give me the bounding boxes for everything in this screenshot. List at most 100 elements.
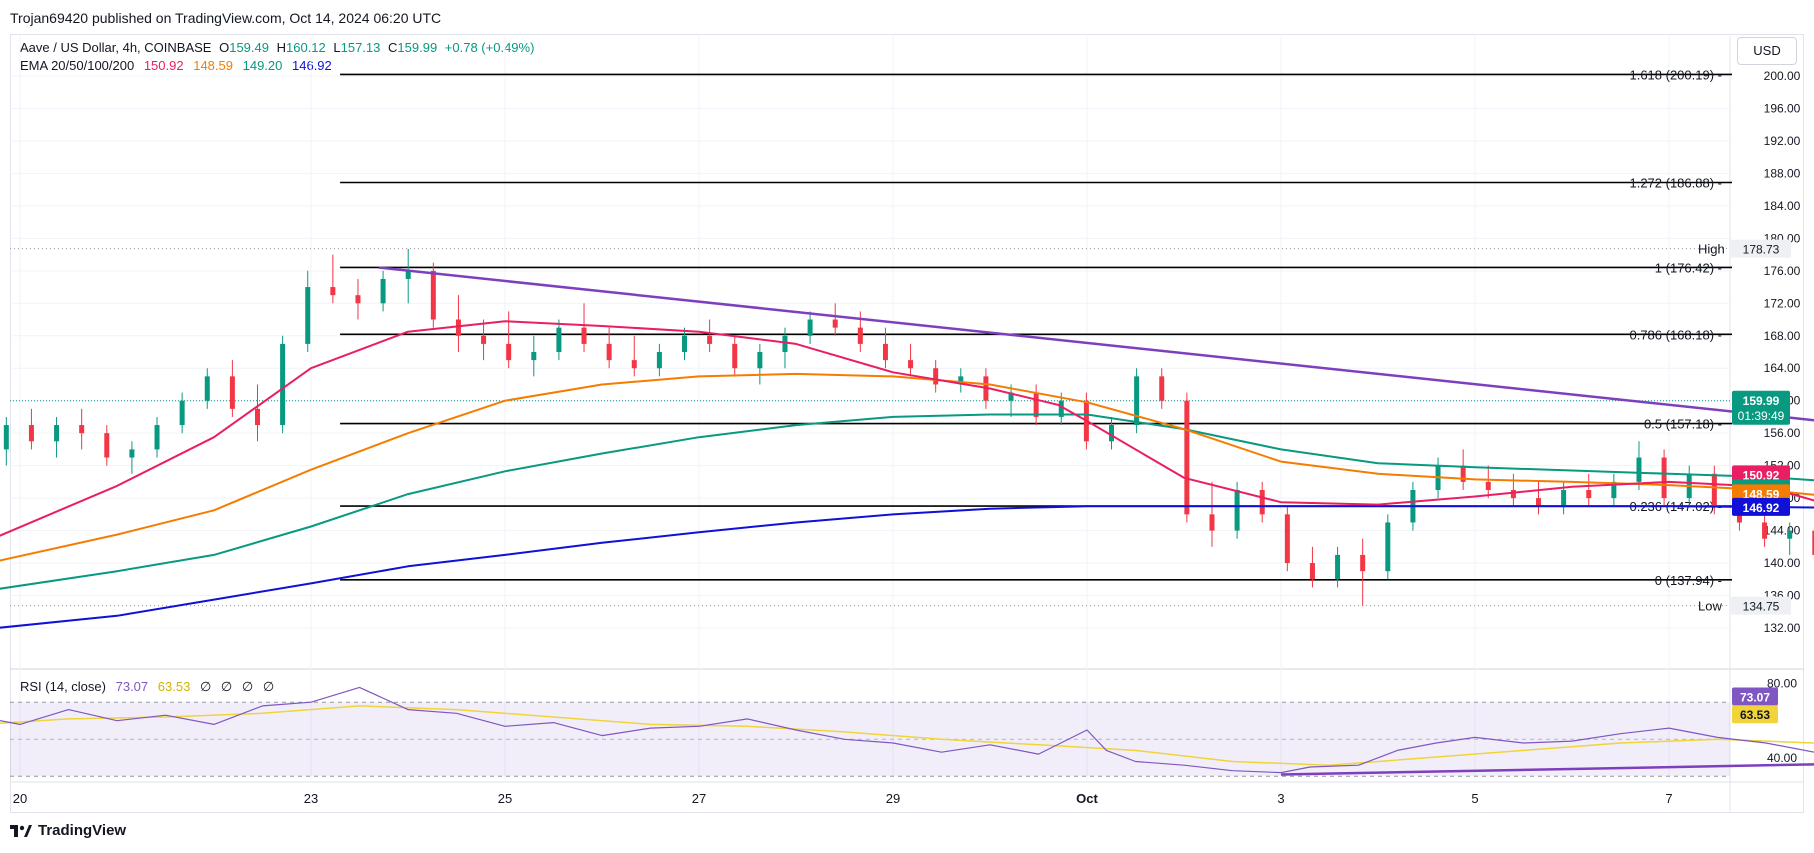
candle-body (1360, 554, 1366, 572)
rsi-value: 73.07 (115, 679, 149, 694)
low-label: Low (1698, 599, 1722, 614)
candle-body (1611, 481, 1617, 499)
y-tick-label: 156.00 (1764, 426, 1801, 440)
candle-body (958, 376, 964, 385)
candle-body (606, 343, 612, 361)
close-value: 159.99 (397, 40, 438, 55)
candle-body (908, 360, 914, 369)
candle-body (531, 352, 537, 361)
rsi-extra-3: ∅ (241, 679, 254, 694)
ema200-line (0, 505, 1814, 629)
candle-body (229, 376, 235, 409)
candle-body (556, 327, 562, 352)
candle-body (1812, 530, 1814, 555)
rsi-ma-badge (1732, 705, 1778, 724)
candle-body (1510, 490, 1516, 499)
rsi-badge (1732, 687, 1778, 706)
low-badge (1731, 596, 1791, 615)
tradingview-logo[interactable]: TradingView (10, 822, 126, 839)
rsi-extra-2: ∅ (220, 679, 233, 694)
candle-body (933, 368, 939, 385)
ema200-badge-text: 146.92 (1743, 501, 1780, 515)
rsi-ma-badge-text: 63.53 (1740, 708, 1770, 722)
rsi-line (0, 686, 1814, 774)
high-value: 160.12 (286, 40, 326, 55)
x-tick-label: 23 (304, 791, 318, 806)
candle-body (1184, 400, 1190, 515)
candle-body (380, 278, 386, 304)
change-value: +0.78 (+0.49%) (444, 40, 535, 55)
y-tick-label: 132.00 (1764, 621, 1801, 635)
candle-body (1636, 457, 1642, 482)
ema50-line (0, 372, 1814, 562)
candle-body (1109, 425, 1115, 442)
x-tick-label: 5 (1471, 791, 1478, 806)
candle-body (1159, 376, 1165, 401)
rsi-y-tick-label: 80.00 (1767, 677, 1797, 691)
candle-body (832, 319, 838, 328)
candle-body (1284, 514, 1290, 564)
rsi-label[interactable]: RSI (14, close) (20, 679, 106, 694)
fib-level-label: 0 (137.94) - (1655, 573, 1722, 588)
rsi-legend: RSI (14, close) 73.07 63.53 ∅ ∅ ∅ ∅ (20, 679, 280, 695)
high-value: 178.73 (1743, 243, 1780, 257)
candle-body (1460, 465, 1466, 482)
trendline (378, 266, 1814, 422)
ema100-value: 149.20 (242, 58, 283, 73)
candle-body (1711, 473, 1717, 507)
ema50-value: 148.59 (193, 58, 233, 73)
candle-body (757, 352, 763, 369)
y-tick-label: 172.00 (1764, 296, 1801, 310)
y-tick-label: 196.00 (1764, 101, 1801, 115)
candle-body (682, 335, 688, 352)
ema-label[interactable]: EMA 20/50/100/200 (20, 58, 135, 73)
candles (3, 248, 1814, 606)
fib-level-label: 1 (176.42) - (1655, 260, 1722, 275)
candle-body (782, 335, 788, 352)
candle-body (1561, 490, 1567, 507)
candle-body (882, 343, 888, 361)
candle-body (1787, 530, 1793, 539)
x-tick-label: 25 (498, 791, 512, 806)
fib-level-label: 1.618 (200.19) - (1629, 67, 1722, 82)
candle-body (807, 319, 813, 336)
candle-body (430, 270, 436, 320)
candle-body (1536, 498, 1542, 507)
y-tick-label: 144.00 (1764, 524, 1801, 538)
y-tick-label: 192.00 (1764, 134, 1801, 148)
y-tick-label: 164.00 (1764, 361, 1801, 375)
candle-body (355, 295, 361, 304)
low-label: L (333, 40, 341, 55)
ema50-badge-text: 148.59 (1743, 487, 1780, 501)
main-legend: Aave / US Dollar, 4h, COINBASE O159.49 H… (20, 40, 538, 55)
candle-body (405, 270, 411, 279)
candle-body (581, 327, 587, 344)
low-value: 157.13 (340, 40, 381, 55)
candle-body (79, 425, 85, 434)
candle-body (506, 343, 512, 361)
ema20-badge (1732, 465, 1790, 484)
high-label: High (1698, 242, 1725, 257)
candle-body (28, 425, 34, 442)
candle-body (1586, 490, 1592, 499)
x-tick-label: 3 (1277, 791, 1284, 806)
candle-body (1134, 376, 1140, 426)
brand-label: TradingView (38, 822, 127, 839)
chart-frame[interactable] (10, 34, 1804, 813)
y-tick-label: 200.00 (1764, 69, 1801, 83)
candle-body (1661, 457, 1667, 499)
currency-button[interactable]: USD (1737, 37, 1797, 65)
rsi-ma-value: 63.53 (157, 679, 191, 694)
x-tick-label: 20 (13, 791, 27, 806)
candle-body (204, 376, 210, 401)
high-badge (1731, 239, 1791, 258)
y-tick-label: 188.00 (1764, 166, 1801, 180)
candle-body (1309, 563, 1315, 580)
symbol-label[interactable]: Aave / US Dollar, 4h, COINBASE (20, 40, 212, 55)
current-price-badge (1732, 390, 1790, 425)
fib-level-label: 1.272 (186.88) - (1629, 176, 1722, 191)
candle-body (1058, 400, 1064, 417)
publisher-line: Trojan69420 published on TradingView.com… (10, 10, 442, 26)
candle-body (1762, 522, 1768, 539)
